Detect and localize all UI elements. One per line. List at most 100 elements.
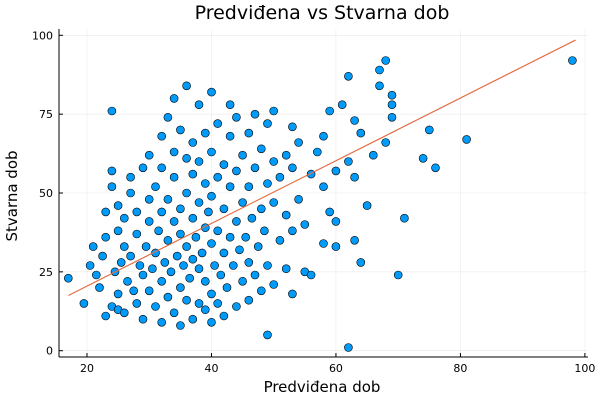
data-point xyxy=(387,100,397,109)
data-point xyxy=(64,273,73,283)
x-tick-label: 40 xyxy=(204,362,218,375)
data-point xyxy=(331,217,341,226)
data-point xyxy=(344,72,353,81)
data-point xyxy=(568,56,577,65)
data-point xyxy=(393,270,403,280)
data-point xyxy=(169,147,179,157)
y-tick-label: 25 xyxy=(39,266,53,279)
x-axis-label: Predviđena dob xyxy=(264,378,381,396)
data-point xyxy=(232,113,241,122)
data-point xyxy=(331,242,341,251)
data-point xyxy=(362,201,372,210)
data-point xyxy=(176,283,185,292)
data-point xyxy=(188,213,198,223)
data-point xyxy=(319,131,328,141)
data-point xyxy=(157,317,166,327)
data-point xyxy=(253,242,263,251)
data-point xyxy=(418,154,428,163)
data-point xyxy=(238,198,247,207)
data-point xyxy=(288,122,297,132)
data-point xyxy=(250,270,260,280)
data-point xyxy=(207,317,216,327)
data-point xyxy=(113,226,123,236)
data-point xyxy=(325,106,335,116)
data-point xyxy=(381,56,391,65)
data-point xyxy=(269,280,279,289)
data-point xyxy=(144,217,154,226)
data-point xyxy=(163,195,173,204)
y-tick-label: 50 xyxy=(39,187,53,200)
x-tick-label: 80 xyxy=(453,362,467,375)
data-point xyxy=(281,210,291,220)
data-point xyxy=(132,207,142,217)
data-point xyxy=(176,321,185,330)
data-point xyxy=(387,90,397,100)
data-point xyxy=(120,242,129,251)
data-point xyxy=(176,229,185,239)
data-point xyxy=(135,261,145,270)
y-tick-label: 0 xyxy=(46,345,53,358)
y-tick-label: 100 xyxy=(32,29,53,42)
data-point xyxy=(207,239,216,248)
y-axis-label: Stvarna dob xyxy=(3,150,21,241)
data-point xyxy=(210,261,219,270)
data-point xyxy=(400,213,409,223)
data-point xyxy=(250,163,260,173)
data-point xyxy=(126,251,135,261)
data-point xyxy=(344,157,353,166)
data-point xyxy=(101,232,110,242)
data-point xyxy=(241,232,250,242)
data-point xyxy=(281,264,291,274)
data-point xyxy=(356,258,366,267)
data-point xyxy=(225,182,235,191)
data-point xyxy=(95,283,104,292)
data-point xyxy=(101,207,110,217)
data-point xyxy=(157,131,166,141)
data-point xyxy=(201,305,210,315)
data-point xyxy=(132,229,142,239)
data-point xyxy=(288,289,297,299)
data-point xyxy=(232,302,241,311)
data-point xyxy=(235,245,244,255)
data-point xyxy=(188,314,198,324)
data-point xyxy=(275,172,285,182)
data-point xyxy=(141,242,151,251)
data-point xyxy=(337,100,347,109)
data-point xyxy=(331,166,341,176)
data-point xyxy=(157,207,166,217)
data-point xyxy=(288,226,297,236)
data-point xyxy=(244,295,254,305)
data-point xyxy=(191,232,201,242)
data-point xyxy=(207,289,216,299)
data-point xyxy=(201,128,210,138)
data-point xyxy=(188,169,198,179)
data-point xyxy=(275,236,285,245)
data-point xyxy=(151,182,160,191)
data-point xyxy=(232,217,241,226)
data-point xyxy=(244,258,254,267)
data-point xyxy=(163,113,173,122)
data-point xyxy=(194,299,204,308)
data-point xyxy=(247,213,257,223)
data-point xyxy=(294,195,303,204)
data-point xyxy=(229,261,238,270)
data-point xyxy=(368,150,378,160)
data-point xyxy=(182,242,191,251)
data-point xyxy=(213,299,222,308)
data-point xyxy=(179,261,188,270)
data-point xyxy=(123,276,132,286)
data-point xyxy=(126,188,135,198)
data-point xyxy=(387,113,397,122)
data-point xyxy=(350,236,359,245)
data-point xyxy=(213,226,222,236)
data-point xyxy=(319,239,328,248)
data-point xyxy=(169,217,179,226)
data-point xyxy=(281,150,291,160)
data-point xyxy=(263,179,272,188)
data-point xyxy=(238,276,247,286)
data-point xyxy=(300,220,310,229)
data-point xyxy=(79,299,89,308)
data-point xyxy=(148,264,157,274)
data-point xyxy=(107,182,117,191)
